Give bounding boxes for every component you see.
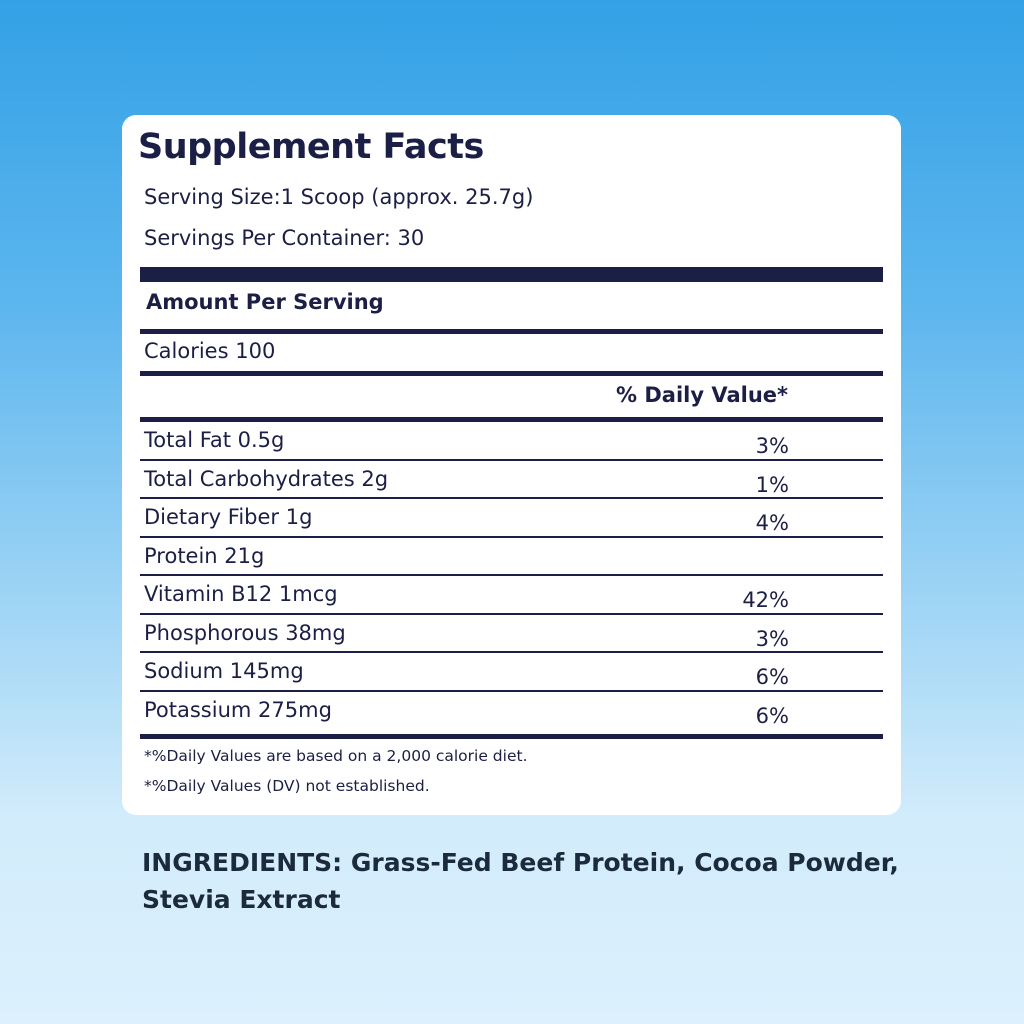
nutrient-daily-value: 6% <box>755 665 789 689</box>
nutrient-daily-value: 42% <box>742 588 789 612</box>
nutrient-name: Potassium 275mg <box>144 697 332 722</box>
ingredients-text: INGREDIENTS: Grass-Fed Beef Protein, Coc… <box>142 848 899 914</box>
nutrient-daily-value: 4% <box>755 511 789 535</box>
serving-size: Serving Size:1 Scoop (approx. 25.7g) <box>144 185 534 209</box>
table-row: Dietary Fiber 1g 4% <box>140 499 883 538</box>
table-row: Potassium 275mg 6% <box>140 692 883 731</box>
nutrient-name: Total Carbohydrates 2g <box>144 466 389 491</box>
table-row: Total Carbohydrates 2g 1% <box>140 461 883 499</box>
divider <box>140 417 883 422</box>
divider <box>140 371 883 376</box>
nutrient-daily-value: 1% <box>755 472 789 497</box>
divider <box>140 734 883 739</box>
supplement-facts-panel: Supplement Facts Serving Size:1 Scoop (a… <box>122 115 901 815</box>
footnote-daily-values: *%Daily Values are based on a 2,000 calo… <box>144 747 528 765</box>
nutrient-name: Total Fat 0.5g <box>144 428 285 452</box>
nutrient-daily-value: 3% <box>755 434 789 458</box>
calories: Calories 100 <box>144 339 276 363</box>
nutrient-name: Phosphorous 38mg <box>144 620 346 645</box>
table-row: Phosphorous 38mg 3% <box>140 615 883 653</box>
servings-per-container: Servings Per Container: 30 <box>144 226 425 250</box>
nutrient-name: Protein 21g <box>144 543 265 568</box>
divider <box>140 329 883 334</box>
table-row: Sodium 145mg 6% <box>140 653 883 692</box>
thick-divider <box>140 267 883 282</box>
nutrient-name: Dietary Fiber 1g <box>144 505 313 529</box>
nutrient-name: Sodium 145mg <box>144 659 304 683</box>
nutrient-daily-value: 3% <box>755 626 789 651</box>
nutrient-name: Vitamin B12 1mcg <box>144 582 338 606</box>
panel-title: Supplement Facts <box>138 127 484 167</box>
table-row: Total Fat 0.5g 3% <box>140 422 883 461</box>
table-row: Vitamin B12 1mcg 42% <box>140 576 883 615</box>
amount-per-serving-label: Amount Per Serving <box>146 290 384 314</box>
nutrient-daily-value: 6% <box>755 703 789 728</box>
nutrient-table: Total Fat 0.5g 3% Total Carbohydrates 2g… <box>140 422 883 730</box>
footnote-dv-not-established: *%Daily Values (DV) not established. <box>144 777 430 795</box>
daily-value-header: % Daily Value* <box>616 383 788 407</box>
table-row: Protein 21g <box>140 538 883 576</box>
